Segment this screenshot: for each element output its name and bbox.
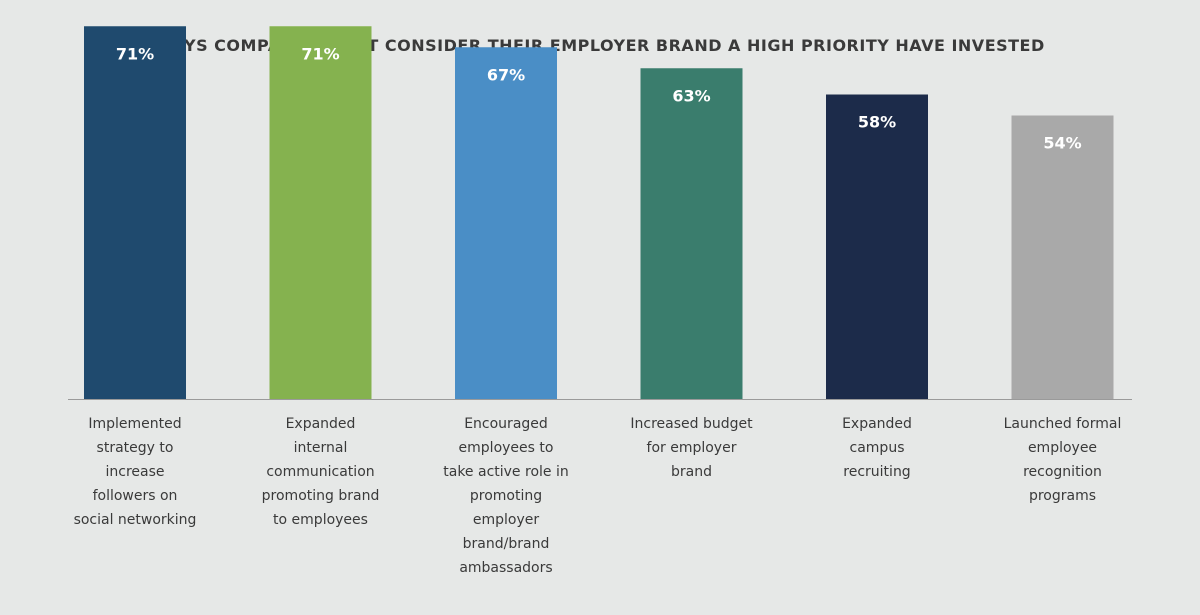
- category-label-4: Increased budget for employer brand: [630, 416, 753, 480]
- bar-value-label-6: 54%: [1043, 134, 1081, 153]
- category-label-line: campus: [850, 440, 905, 456]
- bar-1: [84, 26, 186, 399]
- bar-value-label-2: 71%: [301, 44, 339, 63]
- category-label-line: followers on: [93, 488, 178, 504]
- category-label-line: Expanded: [286, 416, 356, 432]
- category-label-line: Increased budget: [630, 416, 753, 432]
- category-label-line: internal: [294, 440, 348, 456]
- category-label-line: social networking: [74, 512, 197, 528]
- category-label-5: Expanded campus recruiting: [842, 416, 912, 480]
- bar-value-label-3: 67%: [487, 65, 525, 84]
- category-label-line: promoting: [470, 488, 542, 504]
- category-label-line: promoting brand: [262, 488, 380, 504]
- bar-4: [640, 68, 743, 399]
- category-label-line: recognition: [1023, 464, 1102, 480]
- category-label-line: programs: [1029, 488, 1096, 504]
- category-label-line: Encouraged: [464, 416, 548, 432]
- category-label-line: employer: [473, 512, 539, 528]
- category-label-line: brand/brand: [463, 536, 550, 552]
- chart-title: WAYS COMPANIES THAT CONSIDER THEIR EMPLO…: [155, 36, 1045, 55]
- category-label-line: brand: [671, 464, 712, 480]
- bar-3: [455, 47, 557, 399]
- bar-value-label-1: 71%: [116, 44, 154, 63]
- category-label-line: Implemented: [88, 416, 181, 432]
- category-label-line: Launched formal: [1004, 416, 1122, 432]
- category-label-line: Expanded: [842, 416, 912, 432]
- bar-5: [826, 94, 928, 399]
- bar-value-label-4: 63%: [672, 86, 710, 105]
- category-label-3: Encouraged employees to take active role i…: [443, 416, 568, 576]
- category-label-line: employees to: [459, 440, 554, 456]
- category-label-line: to employees: [273, 512, 368, 528]
- category-label-line: ambassadors: [459, 560, 552, 576]
- category-label-line: for employer: [647, 440, 737, 456]
- category-label-1: Implemented strategy to increase followers …: [74, 416, 197, 528]
- bar-value-label-5: 58%: [858, 113, 896, 132]
- category-label-line: strategy to: [97, 440, 174, 456]
- category-label-line: communication: [266, 464, 374, 480]
- category-label-line: increase: [105, 464, 164, 480]
- category-label-6: Launched formal employee recognition progra…: [1004, 416, 1122, 504]
- bar-2: [269, 26, 372, 399]
- category-label-line: recruiting: [843, 464, 910, 480]
- category-label-line: employee: [1028, 440, 1097, 456]
- category-label-2: Expanded internal communication promoting b…: [262, 416, 380, 528]
- bar-6: [1011, 115, 1114, 399]
- category-label-line: take active role in: [443, 464, 568, 480]
